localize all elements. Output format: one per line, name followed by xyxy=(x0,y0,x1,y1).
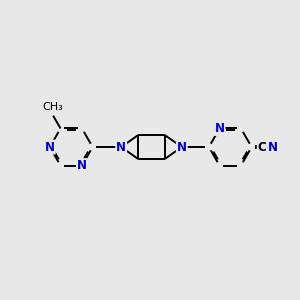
Text: N: N xyxy=(177,140,187,154)
Text: N: N xyxy=(116,140,126,154)
Text: N: N xyxy=(214,122,224,135)
Text: N: N xyxy=(77,159,87,172)
Text: N: N xyxy=(268,140,278,154)
Text: C: C xyxy=(258,140,266,154)
Text: N: N xyxy=(45,140,55,154)
Text: CH₃: CH₃ xyxy=(43,102,64,112)
